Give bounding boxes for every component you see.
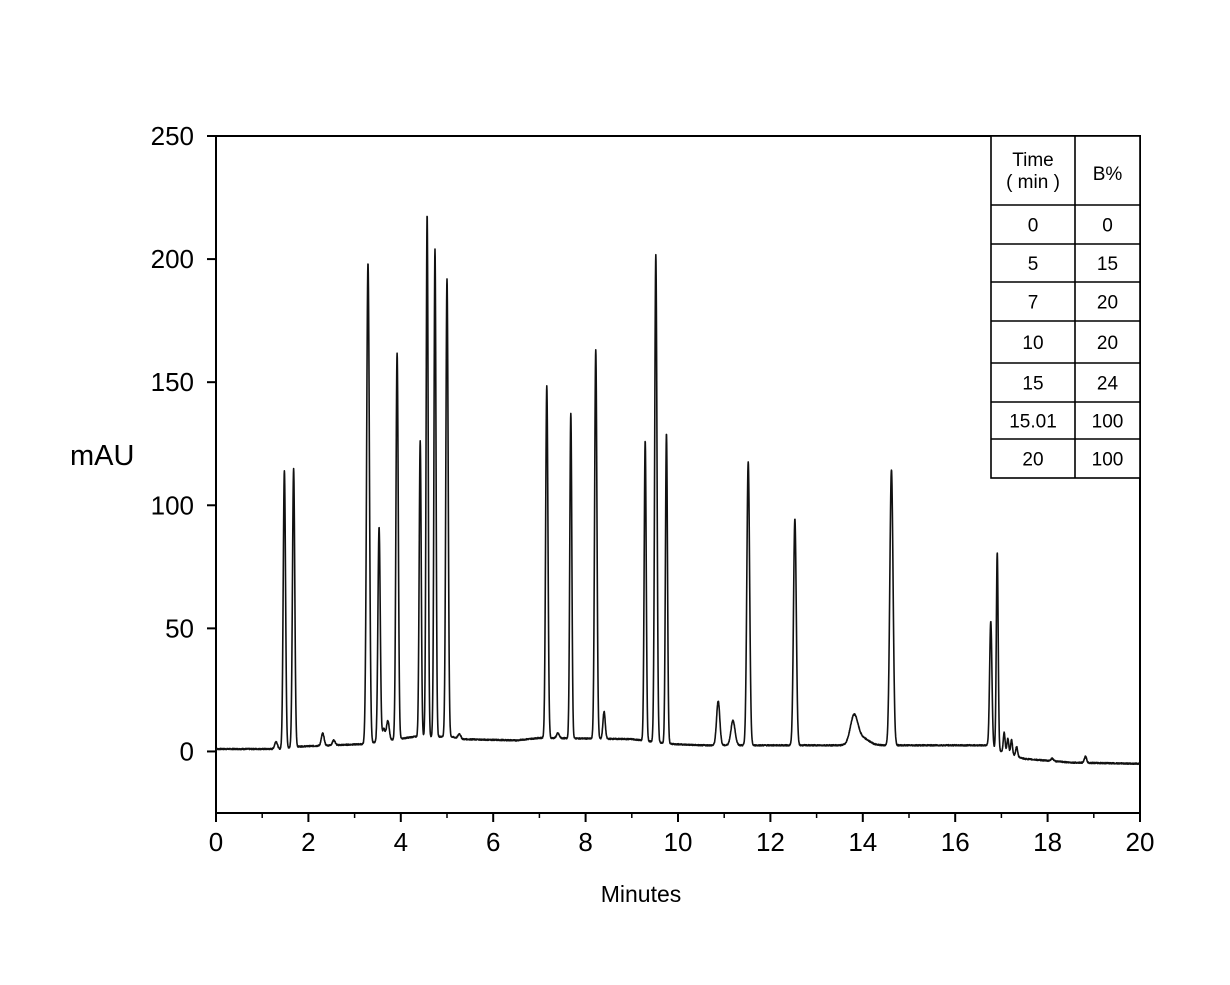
x-tick-label: 18 bbox=[1033, 827, 1062, 857]
x-tick-label: 10 bbox=[664, 827, 693, 857]
table-cell-b: 20 bbox=[1097, 333, 1118, 354]
table-cell-b: 100 bbox=[1092, 450, 1124, 471]
y-tick-label: 0 bbox=[180, 736, 194, 766]
x-tick-label: 8 bbox=[578, 827, 592, 857]
y-tick-label: 50 bbox=[165, 613, 194, 643]
x-tick-label: 20 bbox=[1126, 827, 1155, 857]
y-tick-label: 150 bbox=[151, 367, 194, 397]
header-time: Time bbox=[1012, 150, 1054, 171]
table-cell-time: 7 bbox=[1028, 293, 1039, 314]
chromatogram-trace bbox=[215, 215, 1141, 766]
table-cell-b: 20 bbox=[1097, 293, 1118, 314]
x-tick-label: 16 bbox=[941, 827, 970, 857]
x-tick-label: 14 bbox=[848, 827, 877, 857]
x-axis: 0 2 4 6 8 10 12 14 16 18 20 bbox=[209, 813, 1155, 857]
table-cell-time: 0 bbox=[1028, 216, 1039, 237]
table-cell-time: 15.01 bbox=[1009, 412, 1057, 433]
gradient-table: Time( min ) B% 0 0 5 15 7 20 10 20 15 24 15.01 100 20 1… bbox=[990, 135, 1141, 479]
header-time-unit: ( min ) bbox=[1006, 172, 1060, 193]
table-cell-b: 0 bbox=[1102, 216, 1113, 237]
table-cell-time: 15 bbox=[1022, 374, 1043, 395]
x-tick-label: 4 bbox=[394, 827, 408, 857]
table-cell-time: 10 bbox=[1022, 333, 1043, 354]
table-cell-b: 100 bbox=[1092, 412, 1124, 433]
table-cell-time: 5 bbox=[1028, 254, 1039, 275]
x-tick-label: 12 bbox=[756, 827, 785, 857]
x-tick-label: 6 bbox=[486, 827, 500, 857]
table-cell-time: 20 bbox=[1022, 450, 1043, 471]
y-tick-label: 100 bbox=[151, 490, 194, 520]
table-cell-b: 15 bbox=[1097, 254, 1118, 275]
x-tick-label: 2 bbox=[301, 827, 315, 857]
x-axis-label: Minutes bbox=[601, 881, 682, 907]
header-b-percent: B% bbox=[1093, 164, 1123, 185]
y-axis: 0 50 100 150 200 250 bbox=[151, 121, 216, 766]
y-tick-label: 200 bbox=[151, 244, 194, 274]
x-tick-label: 0 bbox=[209, 827, 223, 857]
table-cell-b: 24 bbox=[1097, 374, 1119, 395]
y-axis-label: mAU bbox=[70, 440, 134, 472]
table-border bbox=[990, 135, 1141, 479]
y-tick-label: 250 bbox=[151, 121, 194, 151]
